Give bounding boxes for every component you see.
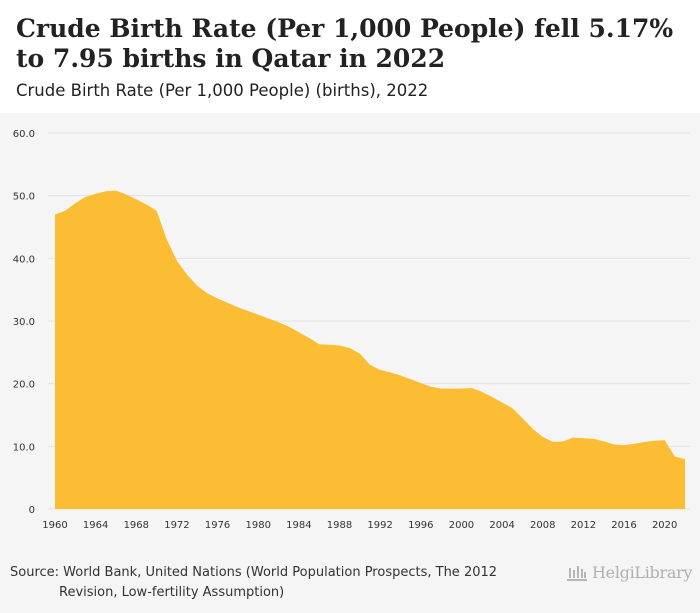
x-tick-label: 1968 xyxy=(124,520,149,531)
x-tick-label: 2000 xyxy=(449,520,474,531)
area-series xyxy=(54,190,686,509)
y-tick-label: 20.0 xyxy=(13,380,35,391)
area-chart: 010.020.030.040.050.060.0 1960 1964 1968 19… xyxy=(13,129,690,531)
x-tick-label: 1984 xyxy=(286,520,311,531)
logo-text: HelgiLibrary xyxy=(592,562,693,582)
x-tick-label: 1976 xyxy=(205,520,230,531)
y-tick-label: 60.0 xyxy=(13,129,35,140)
x-tick-label: 2016 xyxy=(611,520,636,531)
chart-subtitle: Crude Birth Rate (Per 1,000 People) (bir… xyxy=(16,81,429,100)
x-tick-label: 1992 xyxy=(367,520,392,531)
y-tick-label: 10.0 xyxy=(13,442,35,453)
y-tick-label: 30.0 xyxy=(13,317,35,328)
y-tick-label: 40.0 xyxy=(13,254,35,265)
birth-rate-area xyxy=(55,190,685,509)
y-tick-label: 0 xyxy=(29,505,35,516)
y-tick-label: 50.0 xyxy=(13,192,35,203)
library-building-icon xyxy=(567,566,587,581)
y-axis-ticks: 0 10.0 20.0 30.0 40.0 50.0 60.0 xyxy=(13,129,35,516)
x-tick-label: 1996 xyxy=(408,520,433,531)
x-tick-label: 2008 xyxy=(530,520,555,531)
helgi-library-logo: HelgiLibrary xyxy=(566,561,692,583)
header: Crude Birth Rate (Per 1,000 People) fell… xyxy=(0,0,700,113)
source-note: Source: World Bank, United Nations (Worl… xyxy=(10,563,530,603)
x-tick-label: 1972 xyxy=(164,520,189,531)
x-tick-label: 2020 xyxy=(652,520,677,531)
source-line-2: Revision, Low-fertility Assumption) xyxy=(59,585,285,600)
x-tick-label: 1964 xyxy=(83,520,108,531)
x-tick-label: 2012 xyxy=(571,520,596,531)
source-line-1: Source: World Bank, United Nations (Worl… xyxy=(10,565,498,580)
x-axis-ticks: 1960 1964 1968 1972 1976 1980 1984 1988 1992 1996… xyxy=(42,520,677,531)
page-title: Crude Birth Rate (Per 1,000 People) fell… xyxy=(16,14,674,73)
x-tick-label: 1960 xyxy=(42,520,67,531)
x-tick-label: 1988 xyxy=(327,520,352,531)
x-tick-label: 1980 xyxy=(245,520,270,531)
x-tick-label: 2004 xyxy=(489,520,514,531)
